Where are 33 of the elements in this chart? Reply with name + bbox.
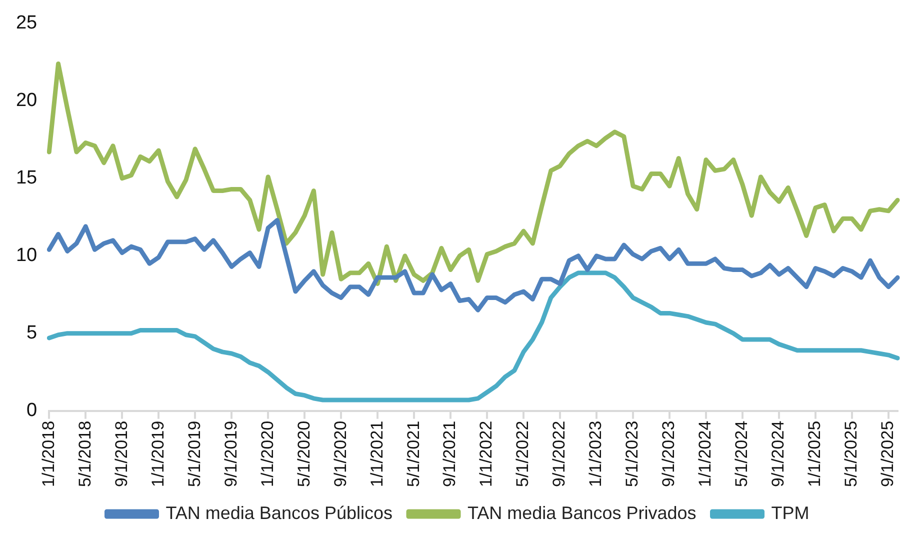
x-tick-label: 5/1/2021	[404, 420, 423, 488]
x-tick-label: 1/1/2022	[476, 420, 496, 488]
x-tick-label: 9/1/2024	[768, 420, 788, 488]
x-tick-label: 9/1/2018	[112, 420, 131, 488]
legend-label: TPM	[771, 502, 810, 523]
x-tick-label: 5/1/2025	[842, 420, 861, 488]
x-tick-label: 9/1/2019	[221, 420, 240, 488]
x-tick-label: 9/1/2023	[659, 420, 678, 488]
x-tick-label: 1/1/2024	[696, 420, 715, 488]
x-tick-label: 1/1/2023	[586, 420, 606, 488]
x-tick-label: 5/1/2022	[513, 420, 532, 488]
x-tick-label: 9/1/2022	[550, 420, 569, 488]
y-tick-label: 5	[26, 322, 38, 344]
y-tick-label: 0	[26, 400, 38, 422]
x-tick-label: 5/1/2019	[184, 420, 204, 488]
x-tick-label: 9/1/2021	[440, 420, 460, 488]
legend-label: TAN media Bancos Públicos	[166, 502, 393, 523]
x-tick-label: 9/1/2025	[878, 420, 898, 488]
legend-label: TAN media Bancos Privados	[468, 502, 696, 523]
x-tick-label: 1/1/2021	[367, 420, 386, 488]
y-tick-label: 15	[16, 168, 38, 189]
x-tick-label: 1/1/2019	[148, 420, 168, 488]
x-tick-label: 5/1/2023	[622, 420, 642, 488]
y-tick-label: 10	[16, 245, 38, 266]
x-tick-label: 9/1/2020	[330, 420, 350, 488]
y-tick-label: 25	[16, 12, 38, 34]
x-tick-label: 1/1/2018	[38, 420, 58, 488]
x-tick-label: 1/1/2020	[258, 420, 277, 488]
x-tick-label: 5/1/2020	[294, 420, 314, 488]
x-tick-label: 1/1/2025	[805, 420, 824, 488]
y-tick-label: 20	[16, 90, 38, 112]
x-tick-label: 5/1/2018	[75, 420, 94, 488]
x-tick-label: 5/1/2024	[732, 420, 752, 488]
